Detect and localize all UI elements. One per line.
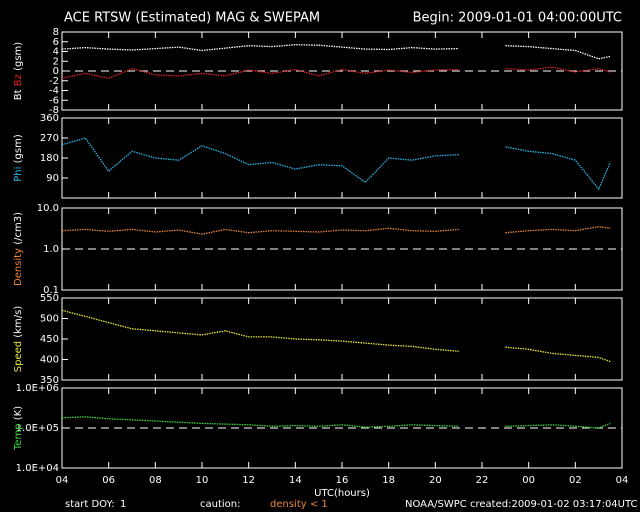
y-tick-label: 450 (40, 334, 59, 345)
x-tick-label: 04 (56, 475, 69, 486)
y-axis-unit: (K) (13, 406, 24, 420)
y-tick-label: -4 (49, 86, 59, 97)
x-tick-label: 02 (569, 475, 582, 486)
y-axis-unit: (gsm) (13, 42, 24, 71)
y-axis-label: Density (/cm3) (13, 212, 24, 286)
y-tick-label: 400 (40, 355, 59, 366)
legend-entry: Bz (13, 74, 24, 86)
created: created:2009-01-02 03:17:04UTC (470, 499, 638, 510)
x-tick-label: 16 (336, 475, 349, 486)
y-axis-label: Bt Bz (gsm) (13, 42, 24, 100)
x-tick-label: 00 (522, 475, 535, 486)
y-tick-label: 1.0E+04 (16, 463, 59, 474)
y-tick-label: -8 (49, 105, 59, 116)
y-axis-label: Temp (K) (13, 406, 24, 451)
y-tick-label: 1.0E+05 (16, 423, 59, 434)
y-tick-label: 1.0 (43, 244, 59, 255)
y-tick-label: 1.0E+06 (16, 383, 59, 394)
y-tick-label: 270 (40, 133, 59, 144)
y-axis-unit: (km/s) (13, 306, 24, 338)
y-tick-label: 180 (40, 153, 59, 164)
agency: NOAA/SWPC (405, 499, 467, 510)
caution-note: density < 1 (270, 499, 328, 510)
y-tick-label: 360 (40, 113, 59, 124)
x-tick-label: 20 (429, 475, 442, 486)
y-tick-label: 4 (53, 47, 59, 58)
legend-entry: Density (13, 248, 24, 286)
legend-entry: Speed (13, 341, 24, 372)
data-line (61, 137, 611, 191)
y-tick-label: 8 (53, 27, 59, 38)
x-tick-label: 08 (149, 475, 162, 486)
y-axis-label: Phi (gsm) (13, 134, 24, 182)
y-tick-label: -2 (49, 76, 59, 87)
y-tick-label: -6 (49, 95, 59, 106)
y-axis-unit: (/cm3) (13, 212, 24, 245)
y-tick-label: 2 (53, 56, 59, 67)
caution-label: caution: (200, 499, 241, 510)
y-tick-label: 500 (40, 314, 59, 325)
y-tick-label: 350 (40, 375, 59, 386)
doy-label: start DOY: (65, 499, 115, 510)
x-tick-label: 04 (616, 475, 629, 486)
panel-frame (61, 297, 623, 381)
legend-entry: Phi (13, 167, 24, 182)
y-tick-label: 0.1 (43, 285, 59, 296)
y-tick-label: 6 (53, 37, 59, 48)
begin-time: Begin: 2009-01-01 04:00:00UTC (413, 11, 622, 26)
doy: 1 (120, 499, 126, 510)
y-tick-label: 0 (53, 66, 59, 77)
x-tick-label: 14 (289, 475, 302, 486)
data-line (61, 66, 611, 79)
x-tick-label: 22 (476, 475, 489, 486)
y-tick-label: 90 (46, 173, 59, 184)
x-tick-label: 10 (196, 475, 209, 486)
data-line (61, 309, 611, 363)
x-tick-label: 06 (102, 475, 115, 486)
y-axis-unit: (gsm) (13, 134, 24, 163)
data-line (61, 44, 611, 60)
y-tick-label: 550 (40, 293, 59, 304)
chart-title: ACE RTSW (Estimated) MAG & SWEPAM (64, 11, 320, 26)
x-tick-label: 18 (382, 475, 395, 486)
legend-entry: Bt (13, 89, 24, 100)
x-tick-label: 12 (242, 475, 255, 486)
data-line (61, 226, 611, 235)
y-axis-label: Speed (km/s) (13, 306, 24, 373)
x-axis-label: UTC(hours) (314, 488, 370, 499)
data-line (61, 416, 611, 429)
panel-frame (61, 117, 623, 199)
legend-entry: Temp (13, 423, 24, 451)
y-tick-label: 10.0 (37, 203, 59, 214)
